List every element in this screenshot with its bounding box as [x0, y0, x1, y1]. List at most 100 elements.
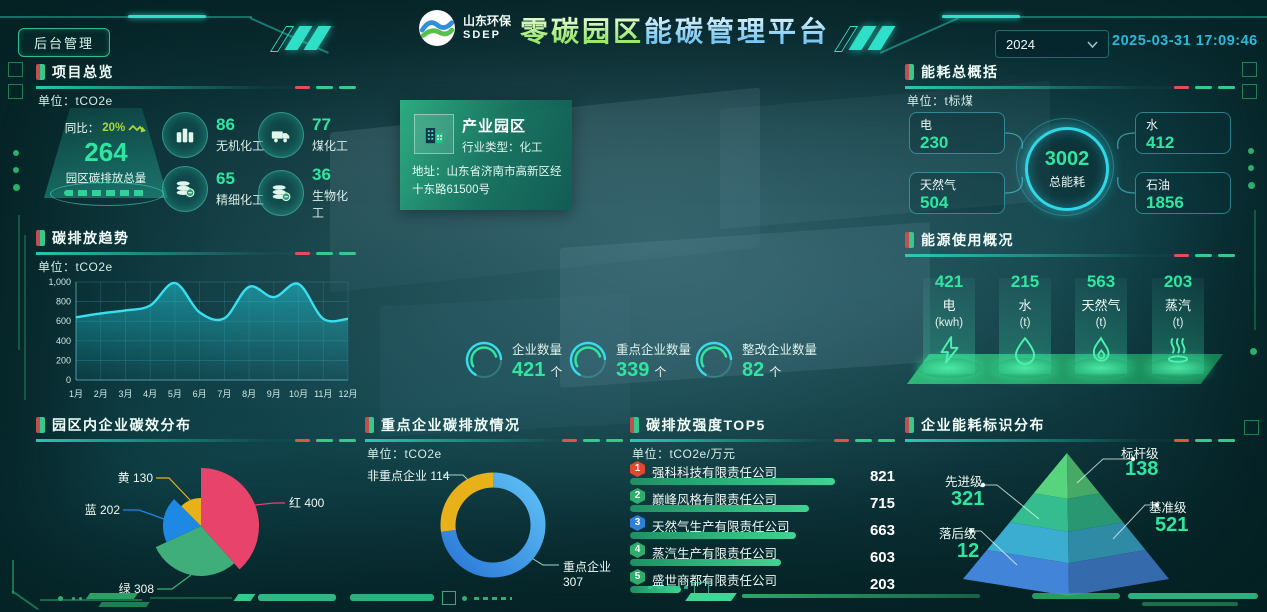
pillar-base — [1069, 358, 1133, 378]
flame-icon — [1064, 335, 1138, 370]
svg-text:9月: 9月 — [267, 389, 281, 399]
total-energy-label: 总能耗 — [1048, 175, 1085, 189]
svg-text:4月: 4月 — [143, 389, 157, 399]
intensity-value: 203 — [869, 576, 895, 593]
page-title-green: 零碳园区 — [520, 10, 644, 50]
coins-icon — [162, 166, 208, 212]
usage-unit: (t) — [1172, 317, 1184, 329]
panel-energy-pyramid: 企业能耗标识分布 标杆级 138 先进级 321 基准级 521 落后级 12 — [905, 415, 1235, 600]
svg-text:6月: 6月 — [193, 389, 207, 399]
trend-line-chart: 1月 2月 3月 4月 5月 6月 7月 8月 9月 10月 11月 12月 0 200 400 600 800… — [48, 277, 356, 399]
energy-box-water: 水 412 — [1135, 112, 1231, 154]
industry-stat: 77 煤化工 — [258, 112, 348, 158]
company-name: 盛世商都有限责任公司 — [652, 574, 778, 588]
bottom-deco — [462, 596, 467, 601]
lightning-icon — [912, 335, 986, 370]
intensity-bar — [630, 532, 796, 539]
page-title: 零碳园区 能碳管理平台 — [520, 10, 830, 50]
header-segment-left — [128, 15, 206, 18]
panel-title: 项目总览 — [52, 64, 114, 80]
stat-label: 煤化工 — [312, 138, 349, 153]
park-info-card[interactable]: 产业园区 行业类型：化工 地址：山东省济南市高新区经十东路61500号 — [400, 100, 572, 210]
energy-label: 电 — [920, 118, 933, 132]
stat-value: 65 — [216, 169, 235, 189]
admin-button[interactable]: 后台管理 — [18, 28, 110, 57]
pyramid-level-value: 138 — [1125, 458, 1159, 480]
usage-col-electric: 421 电 (kwh) — [912, 272, 986, 370]
pyramid-level-name: 标杆级 — [1121, 447, 1159, 461]
energy-box-electric: 电 230 — [909, 112, 1005, 154]
truck-icon — [258, 112, 304, 158]
usage-unit: (kwh) — [934, 317, 964, 329]
panel-carbon-efficiency: 园区内企业碳效分布 红 400 绿 308 蓝 202 黄 130 — [36, 415, 356, 600]
top5-row[interactable]: 3 天然气生产有限责任公司 663 — [630, 515, 895, 542]
panel-title: 能耗总概括 — [921, 64, 999, 80]
donut-segment — [440, 472, 494, 532]
pyramid-leader-line — [1112, 504, 1157, 540]
top5-row[interactable]: 1 强科科技有限责任公司 821 — [630, 461, 895, 488]
donut-label: 非重点企业 114 — [367, 467, 450, 484]
intensity-bar — [630, 478, 835, 485]
pie-label: 黄 130 — [118, 471, 154, 485]
edge-square-deco — [8, 84, 23, 99]
pyramid-leader-dot — [1154, 502, 1160, 508]
unit-label: 单位：tCO2e — [38, 94, 113, 108]
pyramid-face-right — [1067, 453, 1100, 499]
bottom-deco — [1032, 593, 1120, 599]
year-select[interactable]: 2024 — [995, 30, 1109, 58]
year-select-value: 2024 — [1006, 36, 1035, 52]
usage-col-steam: 203 蒸汽 (t) — [1141, 272, 1215, 370]
usage-value: 563 — [1086, 272, 1116, 291]
logo: 山东环保 SDEP — [418, 9, 511, 47]
industry-stat: 86 无机化工 — [162, 112, 264, 158]
building-icon — [414, 114, 454, 154]
energy-box-oil: 石油 1856 — [1135, 172, 1231, 214]
bottom-deco — [442, 591, 456, 605]
stat-label: 无机化工 — [216, 138, 265, 153]
intensity-value: 715 — [869, 495, 895, 512]
company-name: 强科科技有限责任公司 — [652, 466, 778, 480]
stat-value: 36 — [312, 165, 331, 184]
bottom-deco — [742, 594, 980, 598]
energy-box-gas: 天然气 504 — [909, 172, 1005, 214]
rank-badge: 1 — [630, 461, 645, 477]
panel-underline — [905, 254, 1235, 257]
edge-dot-deco — [13, 167, 19, 173]
segment-value: 114 — [430, 469, 450, 483]
datetime-display: 2025-03-31 17:09:46 — [1112, 33, 1258, 49]
panel-flag-icon — [905, 64, 914, 80]
industry-stat: 65 精细化工 — [162, 166, 264, 212]
stat-unit: 个 — [769, 364, 782, 379]
edge-dot-deco — [1248, 148, 1254, 154]
unit-label: 单位：tCO2e — [38, 260, 113, 274]
svg-text:2月: 2月 — [94, 389, 108, 399]
bottom-deco — [85, 593, 139, 599]
usage-value: 215 — [1010, 272, 1040, 291]
total-emission-value: 264 — [84, 137, 128, 167]
panel-project-overview: 项目总览 单位：tCO2e 同比： 20% 264 园区碳排放总量 86 无机化工 — [36, 62, 356, 222]
pie-leader-line — [254, 502, 285, 506]
pyramid-face-right — [1067, 493, 1124, 532]
intensity-value: 663 — [869, 522, 895, 539]
pie-slice — [201, 468, 260, 570]
energy-value: 412 — [1146, 133, 1175, 152]
park-address: 地址：山东省济南市高新区经十东路61500号 — [412, 166, 562, 196]
header-line-right — [1018, 16, 1267, 18]
pedestal-dashes — [64, 190, 148, 196]
ring-icon — [465, 341, 503, 379]
usage-unit: (t) — [1095, 317, 1107, 329]
water-drop-icon — [988, 335, 1062, 370]
top5-row[interactable]: 4 蒸汽生产有限责任公司 603 — [630, 542, 895, 569]
industry-stat: 36 生物化工 — [258, 165, 356, 221]
top5-row[interactable]: 2 巅峰风格有限责任公司 715 — [630, 488, 895, 515]
top5-row[interactable]: 5 盛世商都有限责任公司 203 — [630, 569, 895, 596]
edge-dot-deco — [13, 150, 19, 156]
bottom-deco — [474, 597, 512, 600]
bottom-deco — [72, 597, 75, 600]
edge-line-deco — [24, 235, 26, 400]
pyramid-face-left — [963, 550, 1069, 596]
usage-value: 421 — [934, 272, 964, 291]
edge-dot-deco — [13, 184, 20, 191]
panel-title: 能源使用概况 — [921, 232, 1014, 248]
